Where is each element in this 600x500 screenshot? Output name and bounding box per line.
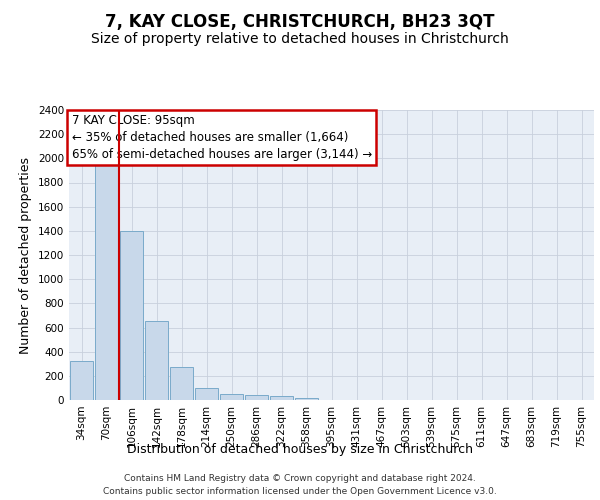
Text: Distribution of detached houses by size in Christchurch: Distribution of detached houses by size … xyxy=(127,442,473,456)
Bar xyxy=(170,367,193,400)
Bar xyxy=(95,163,118,400)
Text: Size of property relative to detached houses in Christchurch: Size of property relative to detached ho… xyxy=(91,32,509,46)
Bar xyxy=(270,396,293,400)
Bar xyxy=(245,395,268,400)
Bar xyxy=(145,322,168,400)
Text: Contains HM Land Registry data © Crown copyright and database right 2024.: Contains HM Land Registry data © Crown c… xyxy=(124,474,476,483)
Bar xyxy=(295,398,318,400)
Text: 7, KAY CLOSE, CHRISTCHURCH, BH23 3QT: 7, KAY CLOSE, CHRISTCHURCH, BH23 3QT xyxy=(105,12,495,30)
Text: 7 KAY CLOSE: 95sqm
← 35% of detached houses are smaller (1,664)
65% of semi-deta: 7 KAY CLOSE: 95sqm ← 35% of detached hou… xyxy=(71,114,372,162)
Y-axis label: Number of detached properties: Number of detached properties xyxy=(19,156,32,354)
Text: Contains public sector information licensed under the Open Government Licence v3: Contains public sector information licen… xyxy=(103,486,497,496)
Bar xyxy=(220,394,243,400)
Bar xyxy=(70,360,93,400)
Bar xyxy=(195,388,218,400)
Bar xyxy=(120,231,143,400)
